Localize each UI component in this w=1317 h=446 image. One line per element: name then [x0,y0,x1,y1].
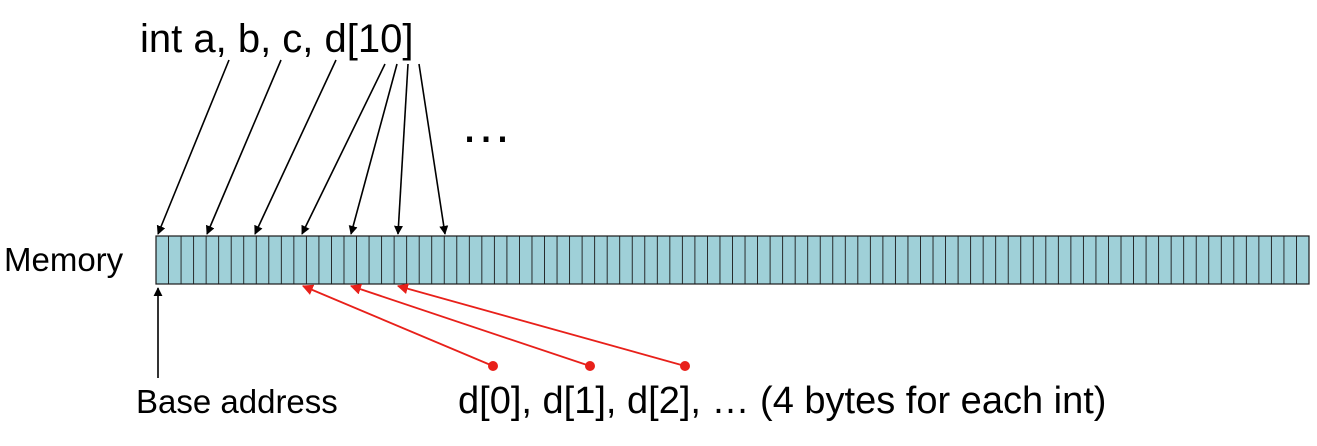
pointer-d0 [301,63,386,235]
element-pointer-d2-dot [680,361,690,371]
variable-pointers [156,59,449,235]
element-pointer-d1 [349,283,591,367]
memory-strip [155,235,1310,285]
pointer-d2 [393,63,409,235]
pointer-c [254,59,337,235]
pointer-d3 [418,63,449,235]
element-pointers [301,283,690,371]
element-pointer-d1-dot [585,361,595,371]
elements-label: d[0], d[1], d[2], … (4 bytes for each in… [458,380,1106,422]
element-pointer-d2 [396,283,686,367]
pointer-b [206,59,282,235]
pointer-a [156,59,230,235]
ellipsis-text: … [460,96,518,154]
pointer-d1 [348,63,398,235]
base-address-label: Base address [136,383,338,420]
memory-label: Memory [4,241,124,278]
element-pointer-d0-dot [488,361,498,371]
element-pointer-d0 [301,284,494,367]
declaration-text: int a, b, c, d[10] [140,17,414,61]
